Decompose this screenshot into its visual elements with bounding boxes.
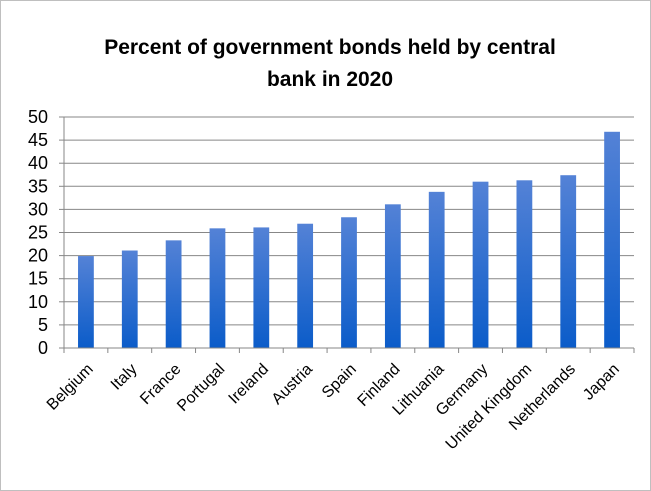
y-tick-label: 35 bbox=[28, 176, 48, 196]
bar-portugal bbox=[209, 228, 226, 348]
bar-germany bbox=[472, 181, 489, 348]
bar-belgium bbox=[78, 256, 94, 348]
bar-lithuania bbox=[428, 191, 445, 348]
bar-finland bbox=[384, 204, 401, 348]
bar-austria bbox=[297, 223, 314, 348]
bar-ireland bbox=[253, 227, 270, 348]
chart-title: Percent of government bonds held by cent… bbox=[104, 36, 556, 91]
y-tick-label: 45 bbox=[28, 130, 48, 150]
x-tick-label: Ireland bbox=[226, 361, 273, 408]
x-tick-label: Italy bbox=[108, 361, 141, 394]
y-tick-label: 25 bbox=[28, 223, 48, 243]
bar-france bbox=[165, 240, 182, 348]
bars bbox=[78, 131, 620, 348]
y-tick-label: 30 bbox=[28, 199, 48, 219]
x-tick-label: Portugal bbox=[174, 361, 228, 415]
y-tick-label: 5 bbox=[38, 315, 48, 335]
bar-italy bbox=[121, 250, 138, 348]
x-tick-label: Austria bbox=[269, 361, 316, 408]
x-tick-label: Belgium bbox=[44, 361, 97, 414]
x-tick-label: Spain bbox=[319, 361, 360, 402]
y-tick-label: 20 bbox=[28, 246, 48, 266]
y-tick-labels: 0 5 10 15 20 25 30 35 40 45 50 bbox=[28, 107, 48, 358]
y-tick-label: 40 bbox=[28, 153, 48, 173]
bar-united-kingdom bbox=[516, 180, 533, 348]
bar-netherlands bbox=[560, 175, 577, 348]
y-tick-label: 10 bbox=[28, 292, 48, 312]
x-tick-labels: Belgium ItalyFrancePortugalIrelandAustria… bbox=[44, 361, 623, 454]
bar-spain bbox=[341, 217, 357, 348]
bar-japan bbox=[604, 131, 620, 348]
x-tick-label: Japan bbox=[580, 361, 623, 404]
y-tick-label: 15 bbox=[28, 269, 48, 289]
axes bbox=[59, 116, 635, 353]
y-tick-label: 0 bbox=[38, 338, 48, 358]
y-tick-label: 50 bbox=[28, 107, 48, 127]
